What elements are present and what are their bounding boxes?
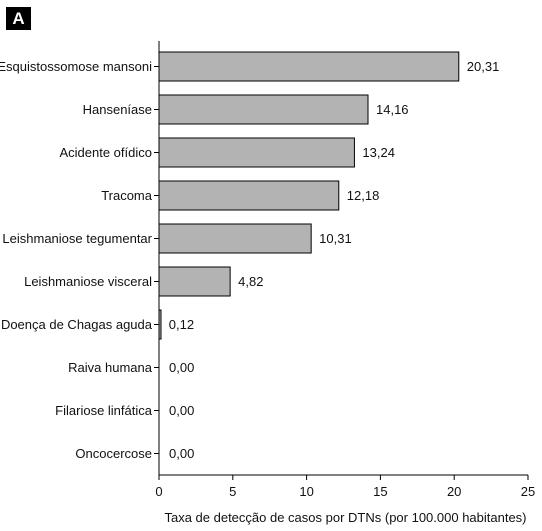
- data-label: 20,31: [467, 59, 500, 74]
- category-label: Acidente ofídico: [59, 145, 152, 160]
- data-label: 0,00: [169, 446, 194, 461]
- x-tick-label: 5: [229, 484, 236, 499]
- data-label: 10,31: [319, 231, 352, 246]
- data-label: 13,24: [362, 145, 395, 160]
- x-tick-label: 15: [373, 484, 387, 499]
- axes: 0 5 10 15 20 25: [154, 41, 535, 499]
- x-axis-title: Taxa de detecção de casos por DTNs (por …: [164, 510, 526, 525]
- category-label: Hanseníase: [83, 102, 152, 117]
- category-label: Tracoma: [101, 188, 153, 203]
- bar: [158, 180, 340, 211]
- bar: [158, 137, 355, 168]
- data-label: 14,16: [376, 102, 409, 117]
- data-label: 0,12: [169, 317, 194, 332]
- category-label: Oncocercose: [75, 446, 152, 461]
- bar: [158, 266, 231, 297]
- category-label: Filariose linfática: [55, 403, 153, 418]
- x-tick-label: 20: [447, 484, 461, 499]
- bar: [158, 223, 312, 254]
- data-label: 0,00: [169, 360, 194, 375]
- category-label: Raiva humana: [68, 360, 153, 375]
- x-tick-label: 25: [521, 484, 535, 499]
- category-labels: Esquistossomose mansoni Hanseníase Acident…: [0, 59, 153, 461]
- bar: [158, 94, 369, 125]
- bars-layer: [158, 51, 460, 340]
- bar: [158, 51, 460, 82]
- data-label: 4,82: [238, 274, 263, 289]
- category-label: Doença de Chagas aguda: [1, 317, 153, 332]
- x-tick-label: 0: [155, 484, 162, 499]
- panel-label: A: [6, 7, 31, 30]
- category-label: Leishmaniose visceral: [24, 274, 152, 289]
- x-tick-label: 10: [299, 484, 313, 499]
- data-label: 12,18: [347, 188, 380, 203]
- category-label: Leishmaniose tegumentar: [2, 231, 152, 246]
- value-labels: 20,31 14,16 13,24 12,18 10,31 4,82 0,12 0,00 0,0…: [169, 59, 500, 461]
- data-label: 0,00: [169, 403, 194, 418]
- category-label: Esquistossomose mansoni: [0, 59, 152, 74]
